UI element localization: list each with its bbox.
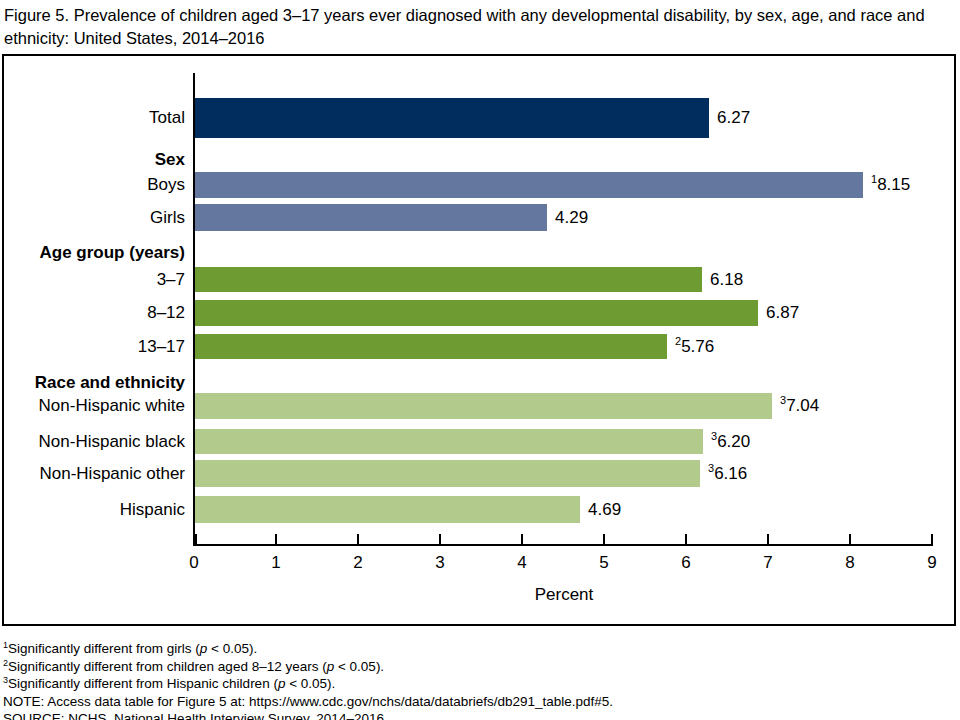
row-label-total: Total [4, 107, 185, 129]
x-tick-3 [439, 534, 441, 544]
bar-non-hispanic-other [195, 460, 700, 487]
x-tick-4 [521, 534, 523, 544]
row-label-13-17: 13–17 [4, 336, 185, 358]
value-label-non-hispanic-black: 36.20 [711, 431, 750, 453]
x-tick-1 [275, 534, 277, 544]
row-label-3-7: 3–7 [4, 269, 185, 291]
x-tick-label-2: 2 [338, 553, 378, 573]
x-tick-label-0: 0 [174, 553, 214, 573]
value-label-girls: 4.29 [555, 207, 588, 229]
x-tick-label-1: 1 [256, 553, 296, 573]
bar-hispanic [195, 496, 580, 523]
bar-13-17 [195, 334, 667, 359]
footnote-line: 2Significantly different from children a… [3, 658, 953, 676]
x-tick-7 [767, 534, 769, 544]
value-label-non-hispanic-white: 37.04 [780, 395, 819, 417]
footnotes: 1Significantly different from girls (p <… [3, 640, 953, 720]
x-tick-label-6: 6 [666, 553, 706, 573]
row-label-8-12: 8–12 [4, 302, 185, 324]
x-tick-label-7: 7 [748, 553, 788, 573]
value-label-total: 6.27 [717, 107, 750, 129]
x-tick-label-5: 5 [584, 553, 624, 573]
bar-total [195, 98, 709, 138]
x-tick-label-4: 4 [502, 553, 542, 573]
group-label-race-and-ethnicity: Race and ethnicity [4, 372, 185, 394]
figure-title: Figure 5. Prevalence of children aged 3–… [4, 4, 954, 49]
bar-non-hispanic-white [195, 393, 772, 419]
x-tick-0 [195, 534, 197, 544]
x-axis-title: Percent [193, 585, 935, 605]
footnote-line: SOURCE: NCHS, National Health Interview … [3, 710, 953, 720]
bar-8-12 [195, 300, 758, 326]
x-tick-label-3: 3 [420, 553, 460, 573]
row-label-non-hispanic-other: Non-Hispanic other [4, 463, 185, 485]
value-label-hispanic: 4.69 [588, 499, 621, 521]
bar-3-7 [195, 267, 702, 292]
group-label-sex: Sex [4, 149, 185, 171]
x-tick-2 [357, 534, 359, 544]
value-label-boys: 18.15 [871, 174, 910, 196]
bar-boys [195, 172, 863, 198]
x-tick-5 [603, 534, 605, 544]
x-tick-label-9: 9 [912, 553, 952, 573]
x-tick-6 [685, 534, 687, 544]
footnote-line: NOTE: Access data table for Figure 5 at:… [3, 693, 953, 711]
value-label-8-12: 6.87 [766, 302, 799, 324]
row-label-non-hispanic-black: Non-Hispanic black [4, 431, 185, 453]
footnote-line: 1Significantly different from girls (p <… [3, 640, 953, 658]
value-label-13-17: 25.76 [675, 336, 714, 358]
group-label-age-group-years: Age group (years) [4, 242, 185, 264]
x-tick-label-8: 8 [830, 553, 870, 573]
x-tick-8 [849, 534, 851, 544]
x-tick-9 [931, 534, 933, 544]
value-label-non-hispanic-other: 36.16 [708, 463, 747, 485]
footnote-line: 3Significantly different from Hispanic c… [3, 675, 953, 693]
figure-5: Figure 5. Prevalence of children aged 3–… [0, 0, 960, 720]
bar-girls [195, 204, 547, 231]
chart-box: Total Sex Boys Girls Age group (years) 3–7 8–1… [2, 54, 956, 626]
value-label-3-7: 6.18 [710, 269, 743, 291]
bar-non-hispanic-black [195, 429, 703, 454]
plot-area: 6.27 18.15 4.29 6.18 6.87 25.76 37.04 36.20 36.1… [193, 73, 933, 546]
row-label-boys: Boys [4, 174, 185, 196]
row-label-non-hispanic-white: Non-Hispanic white [4, 395, 185, 417]
row-label-hispanic: Hispanic [4, 499, 185, 521]
row-label-girls: Girls [4, 207, 185, 229]
